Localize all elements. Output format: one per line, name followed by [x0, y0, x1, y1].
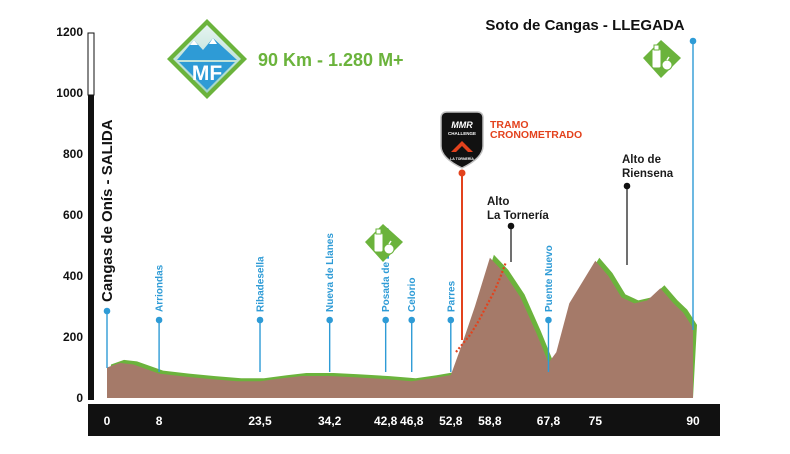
x-axis: 0 8 23,5 34,2 42,8 46,8 52,8 58,8 67,8 75 90 — [88, 404, 720, 436]
finish-marker-dot — [689, 37, 697, 45]
x-tick-label: 8 — [156, 414, 163, 428]
x-tick-label: 34,2 — [318, 414, 342, 428]
waypoint-dot — [155, 316, 163, 324]
x-tick-label: 42,8 — [374, 414, 398, 428]
start-marker-dot — [103, 307, 111, 315]
y-axis-bar-light — [87, 32, 95, 96]
x-tick-label: 90 — [686, 414, 700, 428]
badge-title: MMR — [451, 120, 473, 130]
waypoint-marker: Arriondas — [155, 264, 166, 372]
x-tick-label: 0 — [104, 414, 111, 428]
waypoint-label: Posada de Llanes — [381, 227, 392, 312]
summit-dot — [507, 222, 515, 230]
badge-chevron-icon — [451, 141, 473, 152]
summit-label-line2: La Tornería — [487, 210, 549, 222]
waypoint-dot — [545, 316, 552, 324]
food-drink-icon — [643, 40, 681, 78]
waypoint-marker: Posada de Llanes — [381, 227, 392, 372]
mmr-challenge-badge: MMR CHALLENGE LA TORNERÍA — [440, 111, 484, 169]
x-tick-label: 58,8 — [478, 414, 502, 428]
waypoint-dot — [326, 316, 333, 324]
y-axis: 0 200 400 600 800 1000 1200 — [56, 25, 95, 405]
route-stats: 90 Km - 1.280 M+ — [258, 50, 404, 70]
badge-subtitle: CHALLENGE — [448, 131, 476, 136]
food-drink-icon — [365, 224, 403, 262]
y-tick-label: 0 — [76, 391, 83, 405]
waypoint-label: Puente Nuevo — [544, 245, 555, 312]
timed-label-line1: TRAMO — [490, 119, 529, 131]
waypoints: Arriondas Ribadesella Nueva de Llanes Posad… — [155, 227, 555, 372]
timed-label-line2: CRONOMETRADO — [490, 129, 582, 141]
logo-text: MF — [192, 62, 222, 85]
waypoint-dot — [382, 316, 389, 324]
x-tick-label: 52,8 — [439, 414, 463, 428]
summit-dot — [623, 182, 631, 190]
waypoint-dot — [256, 316, 264, 324]
timed-section-dot — [458, 169, 466, 177]
terrain-layer — [107, 254, 697, 398]
start-label: Cangas de Onís - SALIDA — [99, 119, 116, 302]
waypoint-marker: Nueva de Llanes — [325, 233, 336, 372]
waypoint-marker: Ribadesella — [256, 256, 267, 372]
timed-section: MMR CHALLENGE LA TORNERÍA TRAMO CRONOMET… — [440, 111, 582, 353]
finish-label: Soto de Cangas - LLEGADA — [485, 17, 684, 34]
waypoint-dot — [408, 316, 416, 324]
waypoint-label: Celorio — [407, 278, 418, 312]
waypoint-label: Arriondas — [155, 264, 166, 312]
profile-area — [107, 257, 693, 398]
x-axis-bar — [88, 404, 720, 436]
y-tick-label: 600 — [63, 208, 83, 222]
mf-logo: MF — [167, 19, 247, 99]
y-tick-label: 1000 — [56, 86, 83, 100]
x-tick-label: 67,8 — [537, 414, 561, 428]
summit-riensena: Alto de Riensena — [622, 154, 674, 265]
waypoint-marker: Parres — [446, 280, 457, 372]
summit-label-line1: Alto de — [622, 154, 661, 166]
x-tick-label: 46,8 — [400, 414, 424, 428]
summit-label-line1: Alto — [487, 196, 509, 208]
timed-section-climb — [455, 261, 508, 353]
y-tick-label: 800 — [63, 147, 83, 161]
y-tick-label: 1200 — [56, 25, 83, 39]
waypoint-label: Parres — [446, 280, 457, 312]
summit-tornerias: Alto La Tornería — [487, 196, 549, 262]
waypoint-label: Ribadesella — [256, 256, 267, 312]
waypoint-dot — [447, 316, 455, 324]
waypoint-label: Nueva de Llanes — [325, 233, 336, 312]
x-tick-label: 75 — [589, 414, 603, 428]
waypoint-marker: Celorio — [407, 278, 418, 372]
y-tick-label: 400 — [63, 269, 83, 283]
waypoint-marker: Puente Nuevo — [544, 245, 555, 372]
summit-label-line2: Riensena — [622, 168, 674, 180]
y-tick-label: 200 — [63, 330, 83, 344]
badge-footer: LA TORNERÍA — [450, 156, 474, 161]
y-axis-bar — [88, 95, 94, 400]
x-tick-label: 23,5 — [248, 414, 272, 428]
x-tick-labels: 0 8 23,5 34,2 42,8 46,8 52,8 58,8 67,8 75 90 — [104, 414, 700, 428]
y-tick-labels: 0 200 400 600 800 1000 1200 — [56, 25, 83, 405]
